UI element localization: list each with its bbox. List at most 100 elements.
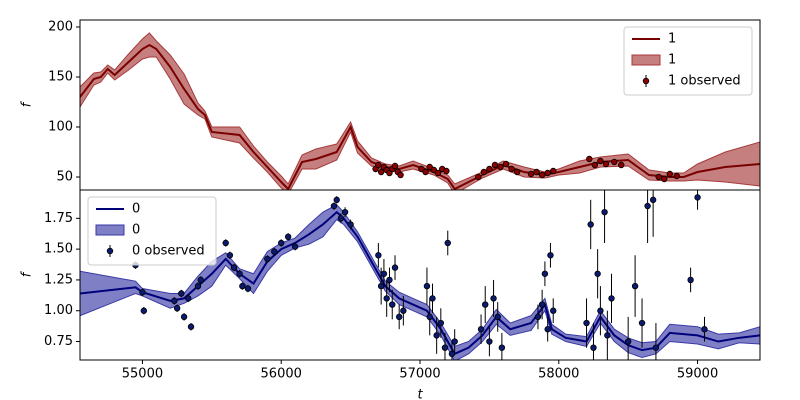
y-tick-label: 150 bbox=[48, 70, 73, 85]
observed-point bbox=[550, 307, 557, 314]
y-axis-label: f bbox=[20, 100, 35, 107]
observed-point bbox=[448, 350, 456, 358]
observed-point bbox=[194, 282, 202, 290]
observed-point bbox=[389, 301, 396, 308]
x-axis-label: t bbox=[417, 388, 423, 400]
y-tick-label: 100 bbox=[48, 120, 73, 135]
observed-point bbox=[422, 168, 429, 176]
observed-point bbox=[236, 270, 243, 277]
y-tick-label: 1.00 bbox=[44, 303, 73, 318]
y-tick-label: 1.25 bbox=[44, 272, 73, 287]
observed-point bbox=[380, 270, 388, 277]
observed-point bbox=[386, 276, 393, 284]
observed-point bbox=[377, 168, 385, 176]
observed-point bbox=[486, 165, 493, 173]
observed-point bbox=[631, 282, 639, 290]
legend-label: 0 bbox=[132, 202, 140, 217]
legend-marker bbox=[106, 247, 114, 255]
observed-point bbox=[423, 282, 431, 290]
observed-point bbox=[433, 332, 440, 339]
legend-box bbox=[87, 196, 217, 266]
observed-point bbox=[291, 243, 299, 250]
legend-marker bbox=[642, 77, 650, 85]
observed-point bbox=[666, 170, 673, 178]
observed-point bbox=[638, 319, 646, 327]
observed-point bbox=[701, 326, 708, 333]
observed-point bbox=[187, 323, 195, 330]
observed-point bbox=[443, 167, 450, 175]
observed-point bbox=[375, 161, 382, 169]
observed-point bbox=[550, 167, 557, 175]
observed-point bbox=[391, 162, 399, 170]
observed-point bbox=[618, 161, 625, 169]
x-tick-label: 59000 bbox=[677, 367, 718, 382]
x-tick-label: 58000 bbox=[538, 367, 579, 382]
observed-point bbox=[451, 338, 458, 345]
plot-area bbox=[80, 190, 760, 360]
y-axis-label: f bbox=[20, 270, 35, 277]
observed-point bbox=[480, 168, 488, 176]
observed-point bbox=[547, 252, 554, 259]
legend-patch bbox=[95, 224, 125, 236]
legend-label: 1 observed bbox=[668, 74, 741, 89]
observed-point bbox=[185, 295, 192, 302]
observed-point bbox=[541, 270, 549, 277]
observed-point bbox=[594, 270, 601, 277]
model-line bbox=[80, 43, 760, 190]
observed-point bbox=[587, 221, 594, 228]
observed-point bbox=[544, 326, 551, 333]
observed-point bbox=[652, 344, 660, 351]
observed-point bbox=[486, 338, 493, 345]
observed-point bbox=[602, 160, 610, 168]
observed-point bbox=[171, 297, 178, 305]
observed-point bbox=[337, 215, 345, 222]
observed-point bbox=[655, 173, 662, 181]
observed-point bbox=[534, 313, 542, 321]
observed-point bbox=[437, 319, 445, 327]
observed-point bbox=[278, 239, 285, 247]
observed-point bbox=[226, 252, 234, 259]
observed-point bbox=[494, 313, 501, 321]
observed-point bbox=[673, 172, 680, 180]
observed-point bbox=[590, 344, 597, 351]
observed-point bbox=[583, 319, 590, 327]
observed-point bbox=[222, 239, 229, 247]
observed-point bbox=[513, 168, 521, 176]
observed-point bbox=[271, 248, 278, 255]
legend-label: 1 bbox=[668, 53, 676, 68]
x-tick-label: 56000 bbox=[261, 367, 302, 382]
observed-point bbox=[601, 208, 608, 216]
y-tick-label: 1.50 bbox=[44, 242, 73, 257]
observed-point bbox=[477, 326, 485, 333]
observed-point bbox=[498, 344, 506, 351]
observed-point bbox=[180, 313, 188, 321]
observed-point bbox=[604, 332, 611, 339]
observed-point bbox=[611, 158, 618, 166]
observed-point bbox=[139, 289, 146, 296]
observed-point bbox=[426, 313, 433, 321]
observed-point bbox=[444, 239, 451, 247]
observed-point bbox=[644, 202, 651, 210]
observed-point bbox=[178, 290, 185, 297]
observed-point bbox=[694, 194, 701, 201]
observed-point bbox=[649, 196, 657, 204]
observed-point bbox=[687, 276, 694, 284]
observed-point bbox=[508, 165, 515, 173]
observed-point bbox=[230, 264, 238, 271]
observed-point bbox=[586, 155, 593, 163]
plot-area bbox=[80, 32, 760, 190]
legend-patch bbox=[631, 54, 661, 66]
legend: 0 0 0 observed bbox=[87, 196, 217, 266]
observed-point bbox=[400, 307, 407, 314]
observed-point bbox=[173, 305, 181, 312]
observed-point bbox=[497, 163, 504, 171]
observed-point bbox=[341, 208, 349, 216]
observed-point bbox=[597, 157, 604, 165]
observed-point bbox=[264, 255, 271, 263]
observed-point bbox=[475, 173, 482, 181]
legend-box bbox=[623, 26, 753, 96]
observed-point bbox=[197, 276, 204, 284]
observed-point bbox=[239, 282, 246, 290]
observed-point bbox=[608, 295, 615, 302]
